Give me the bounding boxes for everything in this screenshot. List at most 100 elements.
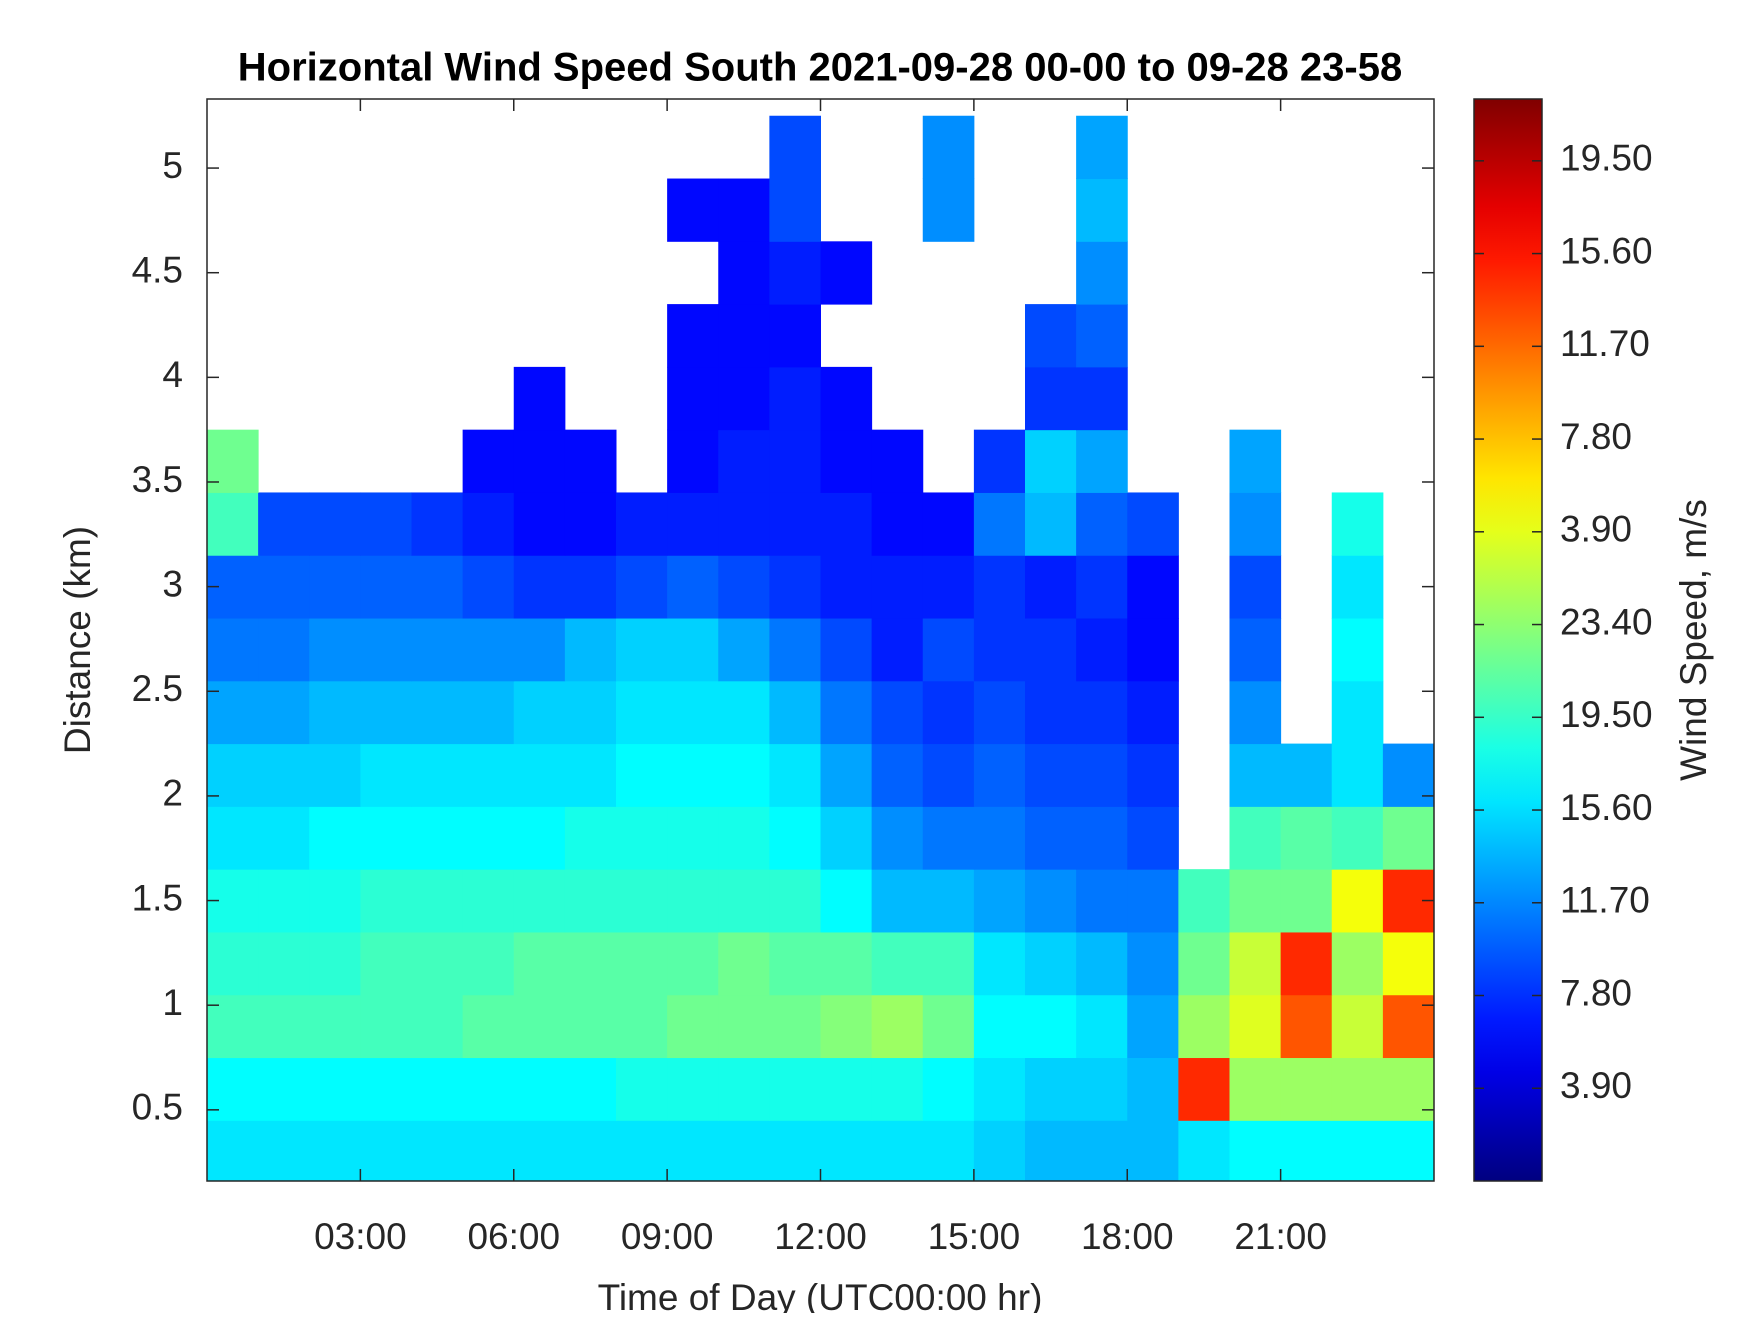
- heatmap-cell: [360, 1120, 412, 1181]
- heatmap-cell: [309, 618, 361, 682]
- heatmap-cell: [411, 931, 464, 996]
- heatmap-cell: [564, 680, 617, 745]
- x-axis-label: Time of Day (UTC00:00 hr): [598, 1277, 1043, 1313]
- colorbar-tick-label: 15.60: [1560, 787, 1653, 828]
- heatmap-cell: [769, 429, 821, 493]
- heatmap-cell: [207, 931, 259, 996]
- heatmap-cell: [1229, 806, 1282, 870]
- heatmap-cell: [820, 555, 873, 619]
- heatmap-cell: [616, 492, 668, 556]
- heatmap-cell: [564, 429, 617, 493]
- x-tick-label: 09:00: [621, 1216, 714, 1257]
- heatmap-cell: [1331, 1120, 1384, 1181]
- heatmap-cell: [411, 869, 464, 933]
- heatmap-cell: [973, 869, 1026, 933]
- heatmap-cell: [616, 994, 668, 1059]
- heatmap-cell: [667, 429, 719, 493]
- y-tick-label: 1: [162, 982, 183, 1023]
- heatmap-cell: [513, 743, 566, 807]
- heatmap-cell: [1331, 931, 1384, 996]
- heatmap-cell: [207, 1057, 259, 1121]
- heatmap-cell: [922, 869, 975, 933]
- x-tick-label: 18:00: [1081, 1216, 1174, 1257]
- heatmap-cell: [1382, 1057, 1434, 1121]
- heatmap-cell: [1280, 806, 1333, 870]
- heatmap-cell: [973, 743, 1026, 807]
- heatmap-cell: [718, 806, 770, 870]
- heatmap-cell: [871, 806, 924, 870]
- heatmap-cell: [1331, 680, 1384, 745]
- heatmap-cell: [820, 1057, 873, 1121]
- heatmap-cell: [769, 869, 821, 933]
- heatmap-cell: [973, 618, 1026, 682]
- colorbar-tick-label: 23.40: [1560, 601, 1653, 642]
- heatmap-cell: [769, 366, 821, 431]
- heatmap-cell: [309, 1120, 361, 1181]
- heatmap-cell: [258, 555, 310, 619]
- x-tick-label: 06:00: [467, 1216, 560, 1257]
- heatmap-cell: [1127, 743, 1179, 807]
- heatmap-cell: [667, 1057, 719, 1121]
- heatmap-cell: [616, 680, 668, 745]
- heatmap-cell: [973, 1057, 1026, 1121]
- heatmap-cell: [973, 492, 1026, 556]
- heatmap-cell: [1025, 618, 1077, 682]
- heatmap-cell: [718, 680, 770, 745]
- heatmap-cell: [1280, 931, 1333, 996]
- heatmap-cell: [309, 806, 361, 870]
- heatmap-cell: [616, 555, 668, 619]
- heatmap-cell: [820, 806, 873, 870]
- heatmap-cell: [718, 869, 770, 933]
- heatmap-cell: [462, 743, 515, 807]
- heatmap-cell: [564, 1057, 617, 1121]
- heatmap-cell: [1076, 1120, 1128, 1181]
- heatmap-cell: [1025, 429, 1077, 493]
- heatmap-cell: [1025, 304, 1077, 368]
- heatmap-cell: [258, 869, 310, 933]
- colorbar-tick-label: 3.90: [1560, 1065, 1632, 1106]
- colorbar-tick-label: 11.70: [1560, 323, 1650, 364]
- heatmap-cell: [1076, 1057, 1128, 1121]
- heatmap-cell: [513, 1120, 566, 1181]
- heatmap-cell: [667, 618, 719, 682]
- heatmap-cell: [667, 1120, 719, 1181]
- y-tick-label: 5: [162, 145, 183, 186]
- heatmap-cell: [1280, 1057, 1333, 1121]
- heatmap-cell: [616, 1120, 668, 1181]
- heatmap-cell: [309, 1057, 361, 1121]
- heatmap-cell: [1076, 555, 1128, 619]
- heatmap-cell: [513, 492, 566, 556]
- heatmap-cell: [462, 618, 515, 682]
- colorbar-tick-label: 11.70: [1560, 880, 1650, 921]
- heatmap-cell: [820, 743, 873, 807]
- heatmap-cell: [922, 743, 975, 807]
- colorbar-tick-label: 19.50: [1560, 138, 1653, 179]
- heatmap-cell: [667, 994, 719, 1059]
- heatmap-cell: [411, 492, 464, 556]
- heatmap-cell: [1025, 1057, 1077, 1121]
- heatmap-cell: [207, 743, 259, 807]
- colorbar-label: Wind Speed, m/s: [1673, 499, 1714, 781]
- heatmap-cell: [871, 555, 924, 619]
- heatmap-cell: [718, 1057, 770, 1121]
- heatmap-cell: [871, 680, 924, 745]
- heatmap-cell: [718, 429, 770, 493]
- heatmap-cell: [667, 869, 719, 933]
- heatmap-cell: [411, 994, 464, 1059]
- heatmap-cell: [769, 115, 821, 180]
- heatmap-cell: [360, 1057, 412, 1121]
- heatmap-cell: [1025, 869, 1077, 933]
- y-axis-label: Distance (km): [57, 526, 98, 754]
- heatmap-cell: [411, 555, 464, 619]
- heatmap-cell: [564, 869, 617, 933]
- colorbar-tick-label: 19.50: [1560, 694, 1653, 735]
- heatmap-cell: [718, 304, 770, 368]
- heatmap-cell: [871, 869, 924, 933]
- heatmap-cell: [871, 931, 924, 996]
- heatmap-cell: [513, 994, 566, 1059]
- heatmap-cell: [1229, 994, 1282, 1059]
- heatmap-cell: [1025, 492, 1077, 556]
- heatmap-cell: [667, 743, 719, 807]
- heatmap-cell: [616, 806, 668, 870]
- heatmap-cell: [1025, 680, 1077, 745]
